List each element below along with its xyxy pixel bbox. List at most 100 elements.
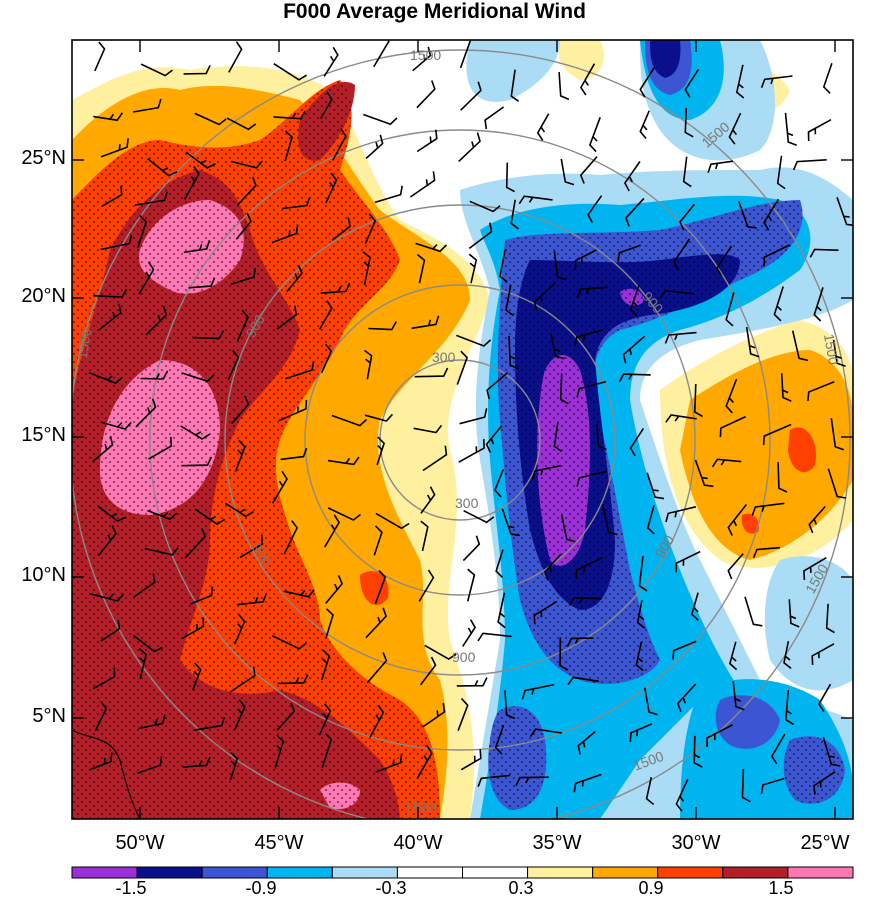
wind-barb [364, 413, 393, 422]
wind-barb [321, 732, 333, 768]
wind-barb [188, 277, 216, 289]
wind-barb [135, 398, 157, 428]
wind-barb [235, 212, 252, 240]
wind-barb [100, 619, 121, 642]
wind-barb [363, 113, 398, 126]
colorbar-label: -1.5 [115, 878, 147, 898]
wind-barb [811, 643, 835, 665]
wind-barb [364, 213, 377, 244]
wind-barb [639, 67, 655, 98]
wind-barb [788, 599, 800, 628]
wind-barb [745, 326, 760, 358]
wind-barb [416, 745, 433, 779]
colorbar-label: -0.9 [245, 878, 277, 898]
wind-barb [182, 617, 205, 640]
wind-barb [574, 328, 604, 347]
wind-barb [639, 110, 650, 140]
wind-barb [725, 378, 738, 414]
wind-barb [364, 349, 373, 380]
wind-barb [100, 234, 133, 251]
stipple-cold [497, 200, 803, 684]
wind-barb [560, 514, 576, 543]
wind-barb [278, 399, 308, 422]
wind-barb [283, 589, 315, 598]
wind-barb [457, 698, 469, 731]
wind-barb [567, 676, 599, 686]
wind-barb [477, 632, 512, 642]
colorbar-swatch [657, 866, 724, 879]
wind-barb [684, 68, 700, 98]
wind-barb [809, 248, 839, 258]
wind-barb [416, 129, 438, 153]
colorbar-swatch [462, 866, 529, 879]
wind-barb [225, 502, 254, 518]
wind-barb [420, 520, 429, 552]
wind-barb [751, 502, 785, 516]
wind-barb [366, 652, 388, 684]
wind-barb [323, 46, 339, 77]
colorbar-label: -0.3 [375, 878, 407, 898]
positive-region-redorange-east [788, 427, 816, 473]
wind-barb [813, 287, 824, 322]
wind-barb [763, 198, 780, 231]
wind-barb [88, 371, 123, 385]
wind-barb [832, 339, 846, 367]
wind-barb [147, 509, 178, 521]
colorbar-swatch [396, 866, 463, 879]
wind-barb [280, 447, 308, 461]
contour-label: 1500 [410, 47, 441, 63]
contour-label: 300 [455, 495, 479, 511]
wind-barb [741, 769, 751, 803]
wind-barb [183, 65, 211, 75]
wind-barb [727, 504, 748, 536]
wind-barb [469, 200, 501, 213]
wind-barb [711, 458, 742, 468]
wind-barb [560, 158, 575, 186]
lat-label: 15°N [21, 424, 66, 446]
wind-barb [693, 383, 703, 418]
wind-barb [644, 687, 658, 716]
wind-barb [773, 286, 784, 322]
wind-barb [460, 749, 482, 771]
lon-label: 45°W [254, 832, 304, 854]
wind-barb [596, 423, 607, 451]
positive-region-yellow-ne [558, 40, 604, 80]
wind-barb [181, 456, 213, 467]
wind-barb [276, 702, 296, 731]
wind-barb [576, 286, 609, 298]
wind-barb [477, 774, 511, 787]
wind-barb [813, 771, 836, 795]
wind-barb [533, 282, 556, 311]
wind-barb [409, 171, 436, 198]
range-ring-1500 [72, 49, 851, 819]
wind-barb [783, 640, 792, 670]
wind-barb [183, 165, 200, 200]
wind-barb [738, 201, 757, 229]
wind-barb [325, 172, 338, 204]
wind-barb [282, 196, 311, 210]
wind-barb [566, 637, 594, 647]
wind-barb [145, 306, 168, 336]
wind-barb [636, 599, 646, 629]
wind-barb [138, 714, 166, 730]
wind-barb [422, 445, 448, 472]
wind-barb [88, 592, 125, 602]
wind-barb [100, 138, 129, 158]
wind-barb [497, 592, 506, 629]
wind-barb [635, 641, 644, 672]
wind-barb [501, 508, 520, 537]
wind-barb [93, 288, 128, 298]
wind-barb [638, 556, 648, 592]
wind-barb [236, 309, 249, 342]
wind-barb [588, 117, 601, 153]
wind-barb [576, 380, 607, 398]
wind-barb [629, 723, 653, 742]
wind-barb [137, 756, 163, 775]
wind-barb [664, 331, 697, 344]
wind-barb [579, 63, 596, 96]
wind-barb [770, 733, 786, 765]
wind-barb [675, 550, 701, 573]
wind-barb [784, 112, 797, 146]
wind-barb [271, 635, 307, 650]
wind-barb [694, 459, 714, 488]
